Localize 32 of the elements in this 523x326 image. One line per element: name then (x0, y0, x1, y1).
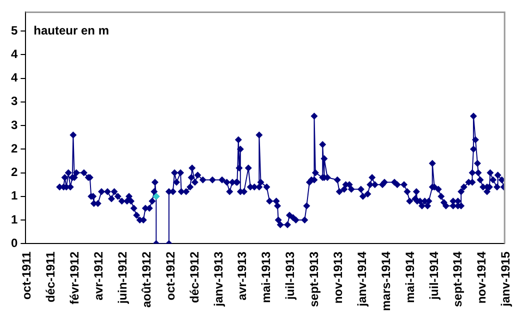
x-tick-label: mars-1914 (378, 251, 393, 312)
x-tick-label: août-1912 (139, 251, 154, 308)
x-tick-label: déc-1911 (44, 251, 58, 302)
y-tick-label: 3 (10, 118, 18, 132)
x-tick-label: mai-1914 (402, 251, 417, 303)
x-tick-label: janv-1915 (498, 251, 513, 308)
x-tick-label: sept-1913 (307, 251, 322, 307)
x-tick-label: janv-1914 (354, 251, 369, 308)
x-tick-label: avr-1913 (235, 251, 250, 300)
x-tick-label: juin-1912 (115, 251, 130, 305)
x-tick-label: nov-1913 (330, 251, 345, 304)
x-tick-label: déc-1912 (187, 251, 202, 303)
y-tick-label: 2 (10, 165, 18, 180)
y-tick-label: 1 (10, 188, 18, 203)
y-tick-label: 4 (10, 70, 18, 85)
y-tick-label: 3 (10, 94, 18, 108)
y-tick-label: 2 (10, 141, 18, 156)
y-tick-label: 5 (10, 23, 18, 38)
y-tick-label: 1 (10, 212, 18, 226)
x-tick-label: nov-1914 (474, 251, 489, 304)
x-tick-label: mai-1913 (259, 251, 274, 303)
x-tick-label: oct-1912 (163, 251, 178, 300)
x-tick-label: févr-1912 (68, 251, 82, 304)
x-tick-label: avr-1912 (92, 251, 106, 300)
x-tick-label: juil-1914 (426, 251, 441, 301)
y-tick-label: 0 (10, 236, 18, 250)
x-tick-label: juil-1913 (283, 251, 298, 301)
x-tick-label: sept-1914 (450, 251, 465, 307)
x-tick-label: janv-1913 (211, 251, 226, 308)
y-tick-label: 4 (10, 47, 18, 62)
y-axis-title: hauteur en m (34, 24, 110, 38)
x-tick-label: oct-1911 (20, 251, 34, 300)
